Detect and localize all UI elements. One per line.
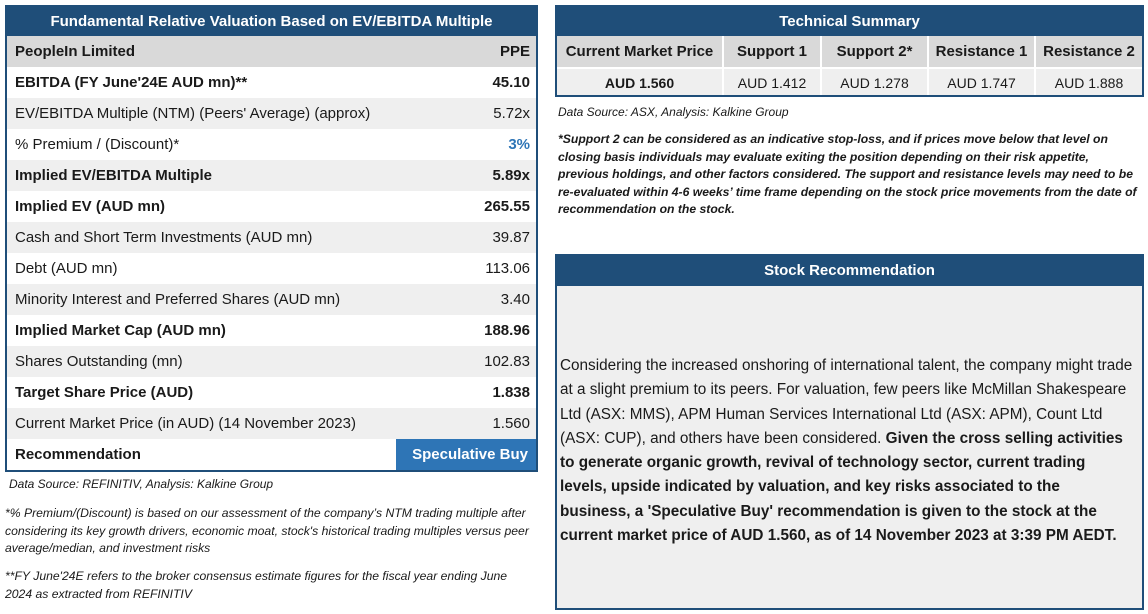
row-label: Target Share Price (AUD) — [15, 384, 194, 401]
table-row: Implied EV (AUD mn) 265.55 — [7, 191, 536, 222]
technical-grid: Current Market Price Support 1 Support 2… — [557, 36, 1142, 95]
premium-footnote: *% Premium/(Discount) is based on our as… — [5, 506, 529, 555]
row-value: 5.89x — [492, 167, 530, 184]
row-label: Cash and Short Term Investments (AUD mn) — [15, 229, 313, 246]
row-label: Current Market Price (in AUD) (14 Novemb… — [15, 415, 356, 432]
price-cell: AUD 1.560 — [557, 67, 724, 95]
row-label: EBITDA (FY June'24E AUD mn)** — [15, 74, 248, 91]
company-name: PeopleIn Limited — [15, 43, 136, 60]
column-header: Support 2* — [822, 36, 929, 67]
table-row: Current Market Price (in AUD) (14 Novemb… — [7, 408, 536, 439]
row-label: Implied EV (AUD mn) — [15, 198, 166, 215]
row-value: 5.72x — [493, 105, 530, 122]
row-label: Minority Interest and Preferred Shares (… — [15, 291, 341, 308]
technical-source: Data Source: ASX, Analysis: Kalkine Grou… — [558, 105, 789, 119]
price-cell: AUD 1.412 — [724, 67, 822, 95]
row-label: % Premium / (Discount)* — [15, 136, 180, 153]
table-row: Target Share Price (AUD) 1.838 — [7, 377, 536, 408]
row-label: Implied EV/EBITDA Multiple — [15, 167, 212, 184]
row-value: 39.87 — [492, 229, 530, 246]
row-value: 1.560 — [492, 415, 530, 432]
valuation-table: Fundamental Relative Valuation Based on … — [5, 5, 538, 472]
table-row: Implied Market Cap (AUD mn) 188.96 — [7, 315, 536, 346]
row-value: 113.06 — [485, 260, 530, 277]
recommendation-label: Recommendation — [15, 446, 141, 463]
price-cell: AUD 1.747 — [929, 67, 1036, 95]
table-row: Shares Outstanding (mn) 102.83 — [7, 346, 536, 377]
row-value: 102.83 — [484, 353, 530, 370]
stock-recommendation-body: Considering the increased onshoring of i… — [557, 286, 1142, 608]
company-row: PeopleIn Limited PPE — [7, 36, 536, 67]
stock-recommendation-panel: Stock Recommendation Considering the inc… — [555, 254, 1144, 610]
price-cell: AUD 1.888 — [1036, 67, 1142, 95]
row-value: 188.96 — [484, 322, 530, 339]
column-header: Resistance 1 — [929, 36, 1036, 67]
column-header: Current Market Price — [557, 36, 724, 67]
column-header: Resistance 2 — [1036, 36, 1142, 67]
row-value: 1.838 — [492, 384, 530, 401]
company-ticker: PPE — [499, 43, 530, 60]
table-row: EV/EBITDA Multiple (NTM) (Peers' Average… — [7, 98, 536, 129]
row-label: Implied Market Cap (AUD mn) — [15, 322, 226, 339]
row-label: EV/EBITDA Multiple (NTM) (Peers' Average… — [15, 105, 371, 122]
row-value: 265.55 — [484, 198, 530, 215]
price-cell: AUD 1.278 — [822, 67, 929, 95]
table-row: Minority Interest and Preferred Shares (… — [7, 284, 536, 315]
recommendation-text: Considering the increased onshoring of i… — [560, 357, 1133, 447]
column-header: Support 1 — [724, 36, 822, 67]
technical-summary-table: Technical Summary Current Market Price S… — [555, 5, 1144, 97]
recommendation-row: Recommendation Speculative Buy — [7, 439, 536, 470]
support-footnote: *Support 2 can be considered as an indic… — [558, 132, 1137, 217]
row-value: 3.40 — [500, 291, 530, 308]
valuation-table-title: Fundamental Relative Valuation Based on … — [7, 7, 536, 36]
table-row: EBITDA (FY June'24E AUD mn)** 45.10 — [7, 67, 536, 98]
stock-recommendation-title: Stock Recommendation — [557, 256, 1142, 286]
row-label: Shares Outstanding (mn) — [15, 353, 183, 370]
table-row: % Premium / (Discount)* 3% — [7, 129, 536, 160]
valuation-panel: Fundamental Relative Valuation Based on … — [5, 5, 538, 472]
valuation-source: Data Source: REFINITIV, Analysis: Kalkin… — [9, 477, 274, 491]
row-value: 3% — [508, 136, 530, 153]
technical-summary-title: Technical Summary — [557, 7, 1142, 36]
fy-footnote: **FY June'24E refers to the broker conse… — [5, 569, 508, 601]
row-label: Debt (AUD mn) — [15, 260, 118, 277]
recommendation-text-bold: Given the cross selling activities to ge… — [560, 429, 1123, 545]
row-value: 45.10 — [492, 74, 530, 91]
recommendation-badge: Speculative Buy — [396, 439, 536, 470]
table-row: Implied EV/EBITDA Multiple 5.89x — [7, 160, 536, 191]
table-row: Cash and Short Term Investments (AUD mn)… — [7, 222, 536, 253]
table-row: Debt (AUD mn) 113.06 — [7, 253, 536, 284]
